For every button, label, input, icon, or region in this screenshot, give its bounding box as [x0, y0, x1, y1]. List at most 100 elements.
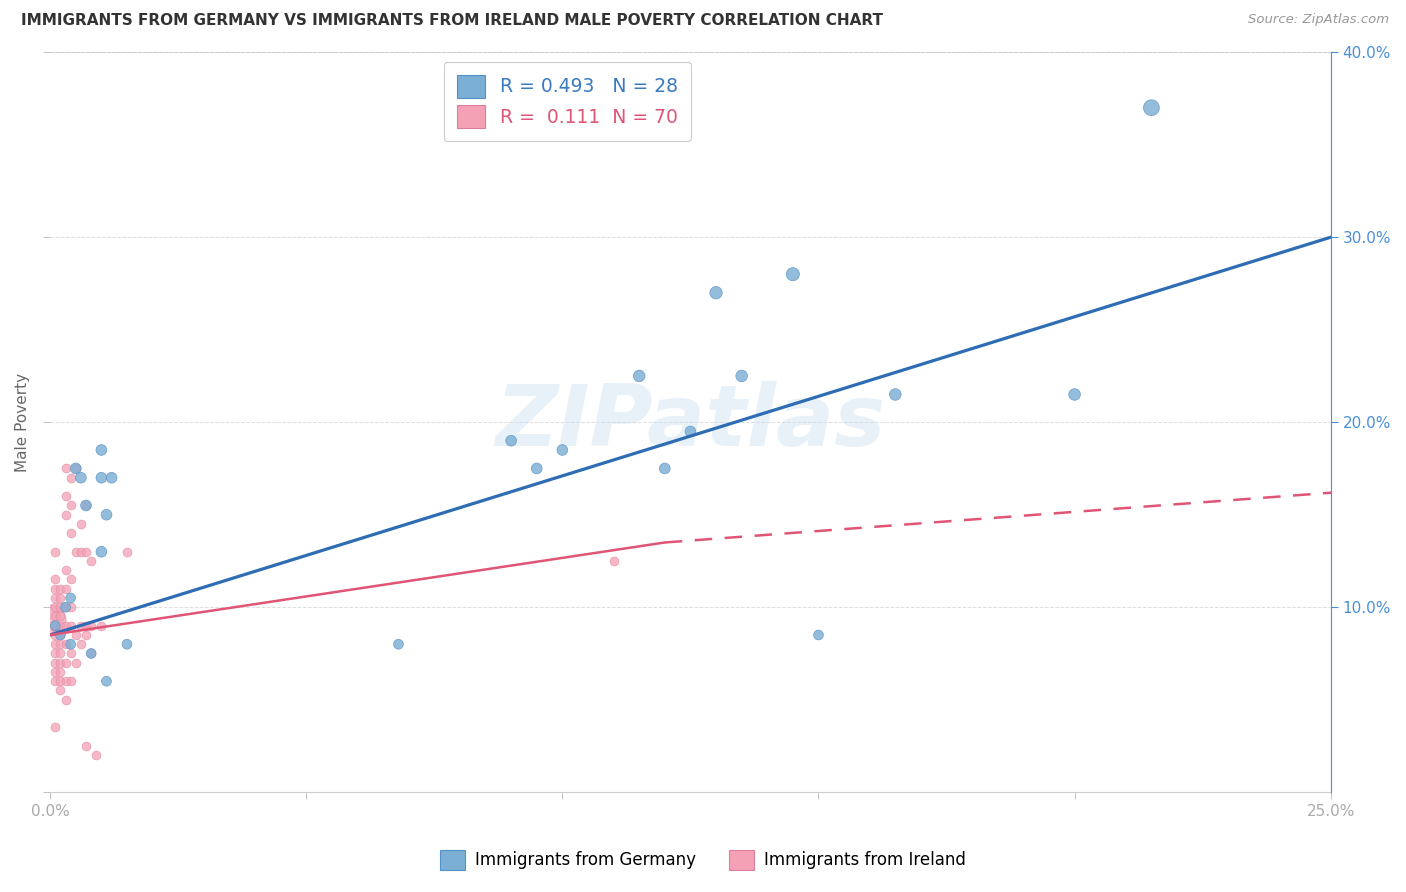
Point	[59, 674, 82, 689]
Point	[49, 656, 72, 670]
Point	[501, 434, 523, 448]
Point	[704, 285, 727, 300]
Point	[55, 508, 77, 522]
Point	[49, 637, 72, 651]
Point	[65, 461, 87, 475]
Legend: R = 0.493   N = 28, R =  0.111  N = 70: R = 0.493 N = 28, R = 0.111 N = 70	[444, 62, 692, 141]
Point	[44, 665, 66, 679]
Point	[39, 613, 62, 627]
Text: ZIPatlas: ZIPatlas	[495, 381, 886, 464]
Point	[55, 600, 77, 615]
Point	[59, 526, 82, 541]
Point	[55, 674, 77, 689]
Point	[70, 516, 93, 531]
Point	[96, 674, 118, 689]
Point	[55, 582, 77, 596]
Point	[59, 637, 82, 651]
Point	[1140, 101, 1163, 115]
Point	[90, 545, 112, 559]
Point	[1063, 387, 1085, 401]
Point	[75, 545, 97, 559]
Point	[49, 600, 72, 615]
Point	[55, 637, 77, 651]
Point	[70, 618, 93, 632]
Point	[59, 618, 82, 632]
Point	[80, 554, 103, 568]
Point	[44, 582, 66, 596]
Point	[49, 647, 72, 661]
Point	[100, 471, 122, 485]
Point	[730, 368, 752, 383]
Point	[49, 609, 72, 624]
Point	[49, 628, 72, 642]
Point	[70, 637, 93, 651]
Point	[90, 471, 112, 485]
Point	[387, 637, 409, 651]
Point	[55, 563, 77, 577]
Point	[65, 461, 87, 475]
Point	[602, 554, 624, 568]
Point	[59, 591, 82, 605]
Point	[44, 618, 66, 632]
Point	[84, 748, 107, 763]
Point	[80, 647, 103, 661]
Point	[49, 582, 72, 596]
Point	[44, 545, 66, 559]
Point	[55, 656, 77, 670]
Point	[44, 721, 66, 735]
Point	[49, 591, 72, 605]
Point	[654, 461, 676, 475]
Point	[59, 573, 82, 587]
Point	[65, 545, 87, 559]
Point	[49, 674, 72, 689]
Point	[80, 647, 103, 661]
Point	[44, 609, 66, 624]
Text: IMMIGRANTS FROM GERMANY VS IMMIGRANTS FROM IRELAND MALE POVERTY CORRELATION CHAR: IMMIGRANTS FROM GERMANY VS IMMIGRANTS FR…	[21, 13, 883, 29]
Point	[65, 656, 87, 670]
Point	[90, 442, 112, 457]
Text: Source: ZipAtlas.com: Source: ZipAtlas.com	[1249, 13, 1389, 27]
Point	[96, 508, 118, 522]
Point	[80, 618, 103, 632]
Point	[55, 489, 77, 503]
Point	[75, 618, 97, 632]
Point	[49, 618, 72, 632]
Point	[44, 656, 66, 670]
Point	[75, 628, 97, 642]
Point	[49, 628, 72, 642]
Point	[44, 600, 66, 615]
Legend: Immigrants from Germany, Immigrants from Ireland: Immigrants from Germany, Immigrants from…	[433, 843, 973, 877]
Point	[59, 647, 82, 661]
Point	[90, 618, 112, 632]
Point	[44, 637, 66, 651]
Point	[44, 618, 66, 632]
Point	[70, 471, 93, 485]
Point	[679, 425, 702, 439]
Point	[49, 665, 72, 679]
Point	[55, 692, 77, 706]
Point	[526, 461, 548, 475]
Point	[115, 545, 138, 559]
Point	[44, 647, 66, 661]
Point	[55, 618, 77, 632]
Point	[782, 267, 804, 281]
Y-axis label: Male Poverty: Male Poverty	[15, 373, 30, 472]
Point	[807, 628, 830, 642]
Point	[628, 368, 651, 383]
Point	[59, 600, 82, 615]
Point	[59, 471, 82, 485]
Point	[59, 499, 82, 513]
Point	[115, 637, 138, 651]
Point	[75, 499, 97, 513]
Point	[44, 674, 66, 689]
Point	[44, 628, 66, 642]
Point	[884, 387, 907, 401]
Point	[551, 442, 574, 457]
Point	[49, 683, 72, 698]
Point	[70, 545, 93, 559]
Point	[55, 461, 77, 475]
Point	[75, 499, 97, 513]
Point	[65, 628, 87, 642]
Point	[44, 591, 66, 605]
Point	[44, 573, 66, 587]
